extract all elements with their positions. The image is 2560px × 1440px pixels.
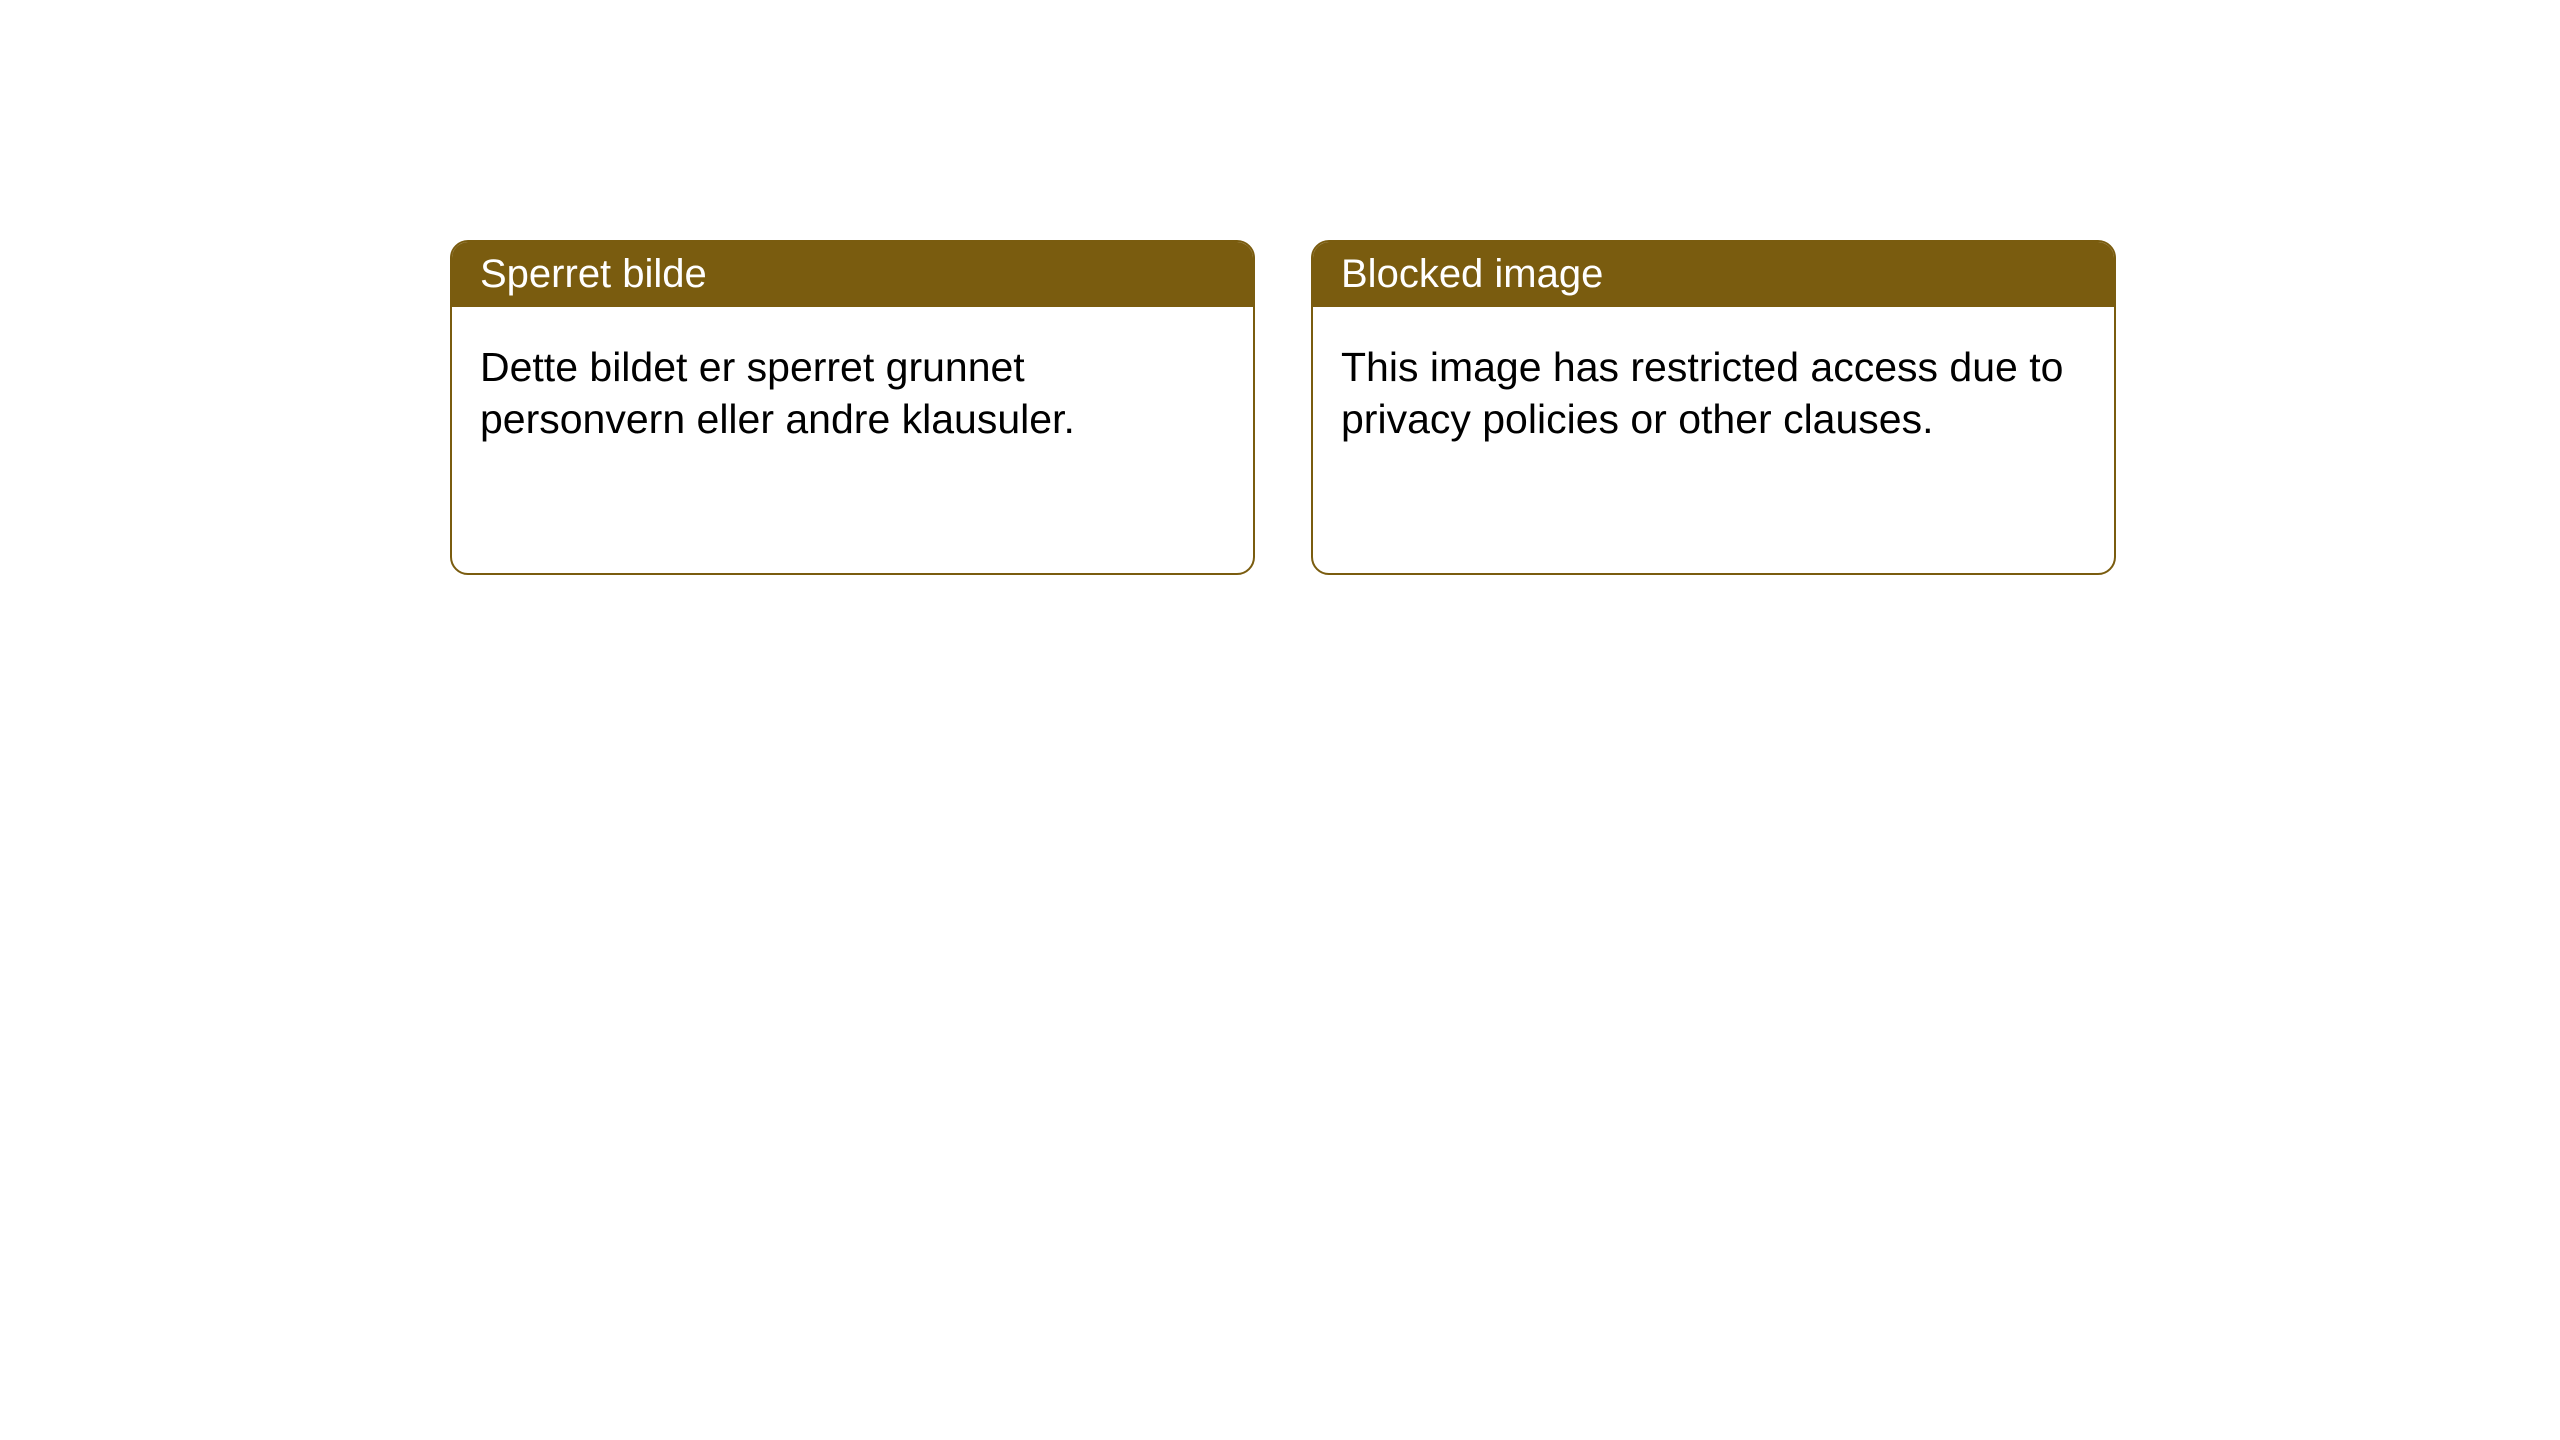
notice-header: Sperret bilde — [452, 242, 1253, 307]
notice-body: Dette bildet er sperret grunnet personve… — [452, 307, 1253, 480]
notice-card-norwegian: Sperret bilde Dette bildet er sperret gr… — [450, 240, 1255, 575]
notice-header: Blocked image — [1313, 242, 2114, 307]
notice-card-english: Blocked image This image has restricted … — [1311, 240, 2116, 575]
notice-message: Dette bildet er sperret grunnet personve… — [480, 344, 1075, 442]
notice-container: Sperret bilde Dette bildet er sperret gr… — [0, 0, 2560, 575]
notice-body: This image has restricted access due to … — [1313, 307, 2114, 480]
notice-title: Blocked image — [1341, 252, 1603, 296]
notice-message: This image has restricted access due to … — [1341, 344, 2063, 442]
notice-title: Sperret bilde — [480, 252, 707, 296]
